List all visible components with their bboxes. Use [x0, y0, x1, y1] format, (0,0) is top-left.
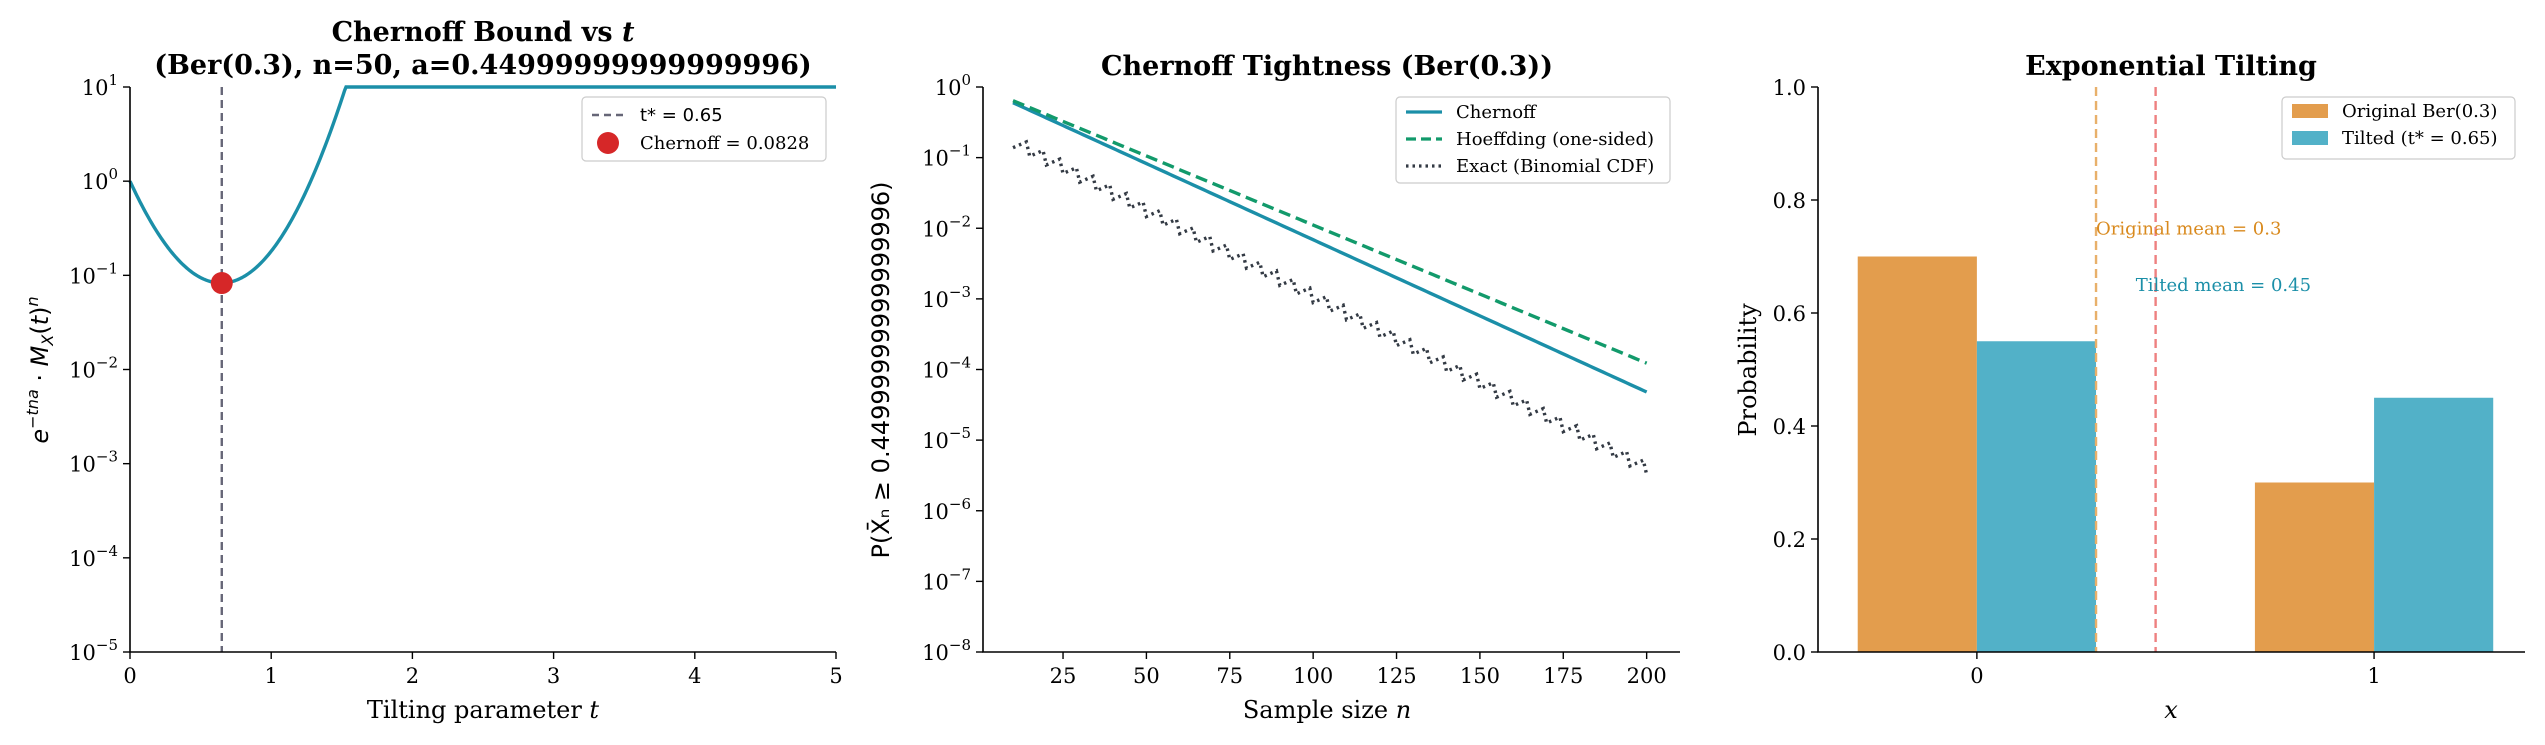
panel2-plot-area — [1012, 99, 1649, 475]
panel3-title: Exponential Tilting — [2025, 51, 2317, 82]
legend-original-swatch — [2292, 104, 2328, 118]
panel3-x-label: x — [2164, 696, 2178, 724]
y-tick-label: 101 — [82, 71, 118, 100]
panel1-y-ticks: 10−5 10−4 10−3 10−2 10−1 100 101 — [69, 71, 130, 665]
panel2-title: Chernoff Tightness (Ber(0.3)) — [1101, 51, 1553, 82]
x-tick-label: 100 — [1293, 664, 1333, 688]
x-tick-label: 2 — [406, 664, 419, 688]
y-tick-label: 10−8 — [922, 636, 971, 665]
legend-hoeffding-label: Hoeffding (one-sided) — [1456, 129, 1654, 150]
legend-point-label: Chernoff = 0.0828 — [640, 133, 809, 154]
x-tick-label: 50 — [1133, 664, 1160, 688]
panel2-x-label: Sample size n — [1243, 696, 1411, 724]
panel2-y-ticks: 10−8 10−7 10−6 10−5 10−4 10−3 10−2 10−1 100 — [922, 71, 983, 665]
x-tick-label: 75 — [1216, 664, 1243, 688]
exact-binomial-line — [1012, 139, 1649, 475]
original-bar — [2254, 482, 2375, 652]
y-tick-label: 10−6 — [922, 495, 971, 524]
legend-exact-label: Exact (Binomial CDF) — [1456, 156, 1654, 177]
panel-chernoff-bound: Chernoff Bound vs t (Ber(0.3), n=50, a=0… — [23, 17, 843, 724]
y-tick-label: 10−3 — [922, 283, 971, 312]
panel1-title-line2: (Ber(0.3), n=50, a=0.44999999999999996) — [154, 50, 811, 81]
y-tick-label: 10−5 — [69, 636, 118, 665]
x-tick-label: 1 — [2367, 664, 2380, 688]
panel1-y-label: e−tna · MX(t)n — [23, 296, 57, 443]
panel2-y-label: P(X̄ₙ ≥ 0.44999999999999996) — [866, 181, 895, 558]
chernoff-bound-curve — [128, 85, 836, 285]
legend-threshold-label: t* = 0.65 — [640, 105, 723, 126]
y-tick-label: 10−3 — [69, 448, 118, 477]
y-tick-label: 0.4 — [1773, 415, 1806, 439]
panel3-y-label: Probability — [1734, 303, 1762, 437]
y-tick-label: 0.2 — [1773, 528, 1806, 552]
panel3-legend: Original Ber(0.3) Tilted (t* = 0.65) — [2281, 96, 2516, 160]
hoeffding-line — [1012, 99, 1648, 365]
x-tick-label: 3 — [547, 664, 560, 688]
x-tick-label: 25 — [1050, 664, 1077, 688]
y-tick-label: 10−2 — [922, 212, 971, 241]
x-tick-label: 5 — [829, 664, 842, 688]
legend-original-label: Original Ber(0.3) — [2342, 101, 2497, 122]
x-tick-label: 150 — [1460, 664, 1500, 688]
legend-point-swatch — [597, 132, 619, 154]
x-tick-label: 175 — [1543, 664, 1583, 688]
y-tick-label: 10−4 — [922, 354, 971, 383]
x-tick-label: 4 — [688, 664, 701, 688]
panel1-plot-area — [128, 85, 836, 652]
tilted-bar — [2374, 397, 2494, 652]
panel-exponential-tilting: Exponential Tilting Original mean = 0.3 T… — [1734, 51, 2525, 724]
panel1-legend: t* = 0.65 Chernoff = 0.0828 — [581, 96, 827, 162]
y-tick-label: 10−7 — [922, 565, 971, 594]
original-mean-annotation: Original mean = 0.3 — [2096, 218, 2281, 239]
x-tick-label: 0 — [1970, 664, 1983, 688]
x-tick-label: 0 — [123, 664, 136, 688]
panel2-legend: Chernoff Hoeffding (one-sided) Exact (Bi… — [1395, 96, 1671, 184]
y-tick-label: 10−1 — [922, 142, 971, 171]
chernoff-line — [1012, 101, 1648, 394]
x-tick-label: 200 — [1627, 664, 1667, 688]
tilted-mean-annotation: Tilted mean = 0.45 — [2136, 275, 2311, 296]
legend-tilted-swatch — [2292, 131, 2328, 145]
panel-chernoff-tightness: Chernoff Tightness (Ber(0.3)) 25 50 75 100 1… — [866, 51, 1680, 724]
tilted-bar — [1976, 341, 2097, 652]
panel2-x-ticks: 25 50 75 100 125 150 175 200 — [1050, 652, 1667, 688]
y-tick-label: 100 — [935, 71, 971, 100]
y-tick-label: 10−5 — [922, 424, 971, 453]
y-tick-label: 10−2 — [69, 354, 118, 383]
x-tick-label: 1 — [265, 664, 278, 688]
y-tick-label: 0.6 — [1773, 302, 1806, 326]
panel1-x-label: Tilting parameter t — [367, 696, 600, 724]
panel1-spines — [129, 87, 836, 653]
y-tick-label: 1.0 — [1773, 76, 1806, 100]
y-tick-label: 100 — [82, 165, 118, 194]
chernoff-minimum-point — [210, 272, 233, 295]
y-tick-label: 10−1 — [69, 259, 118, 288]
y-tick-label: 0.8 — [1773, 189, 1806, 213]
x-tick-label: 125 — [1376, 664, 1416, 688]
y-tick-label: 10−4 — [69, 542, 118, 571]
legend-tilted-label: Tilted (t* = 0.65) — [2342, 128, 2498, 149]
panel3-y-ticks: 0.0 0.2 0.4 0.6 0.8 1.0 — [1773, 76, 1818, 665]
y-tick-label: 0.0 — [1773, 641, 1806, 665]
panel3-plot-area: Original mean = 0.3 Tilted mean = 0.45 — [1857, 87, 2494, 652]
original-bar — [1857, 256, 1977, 652]
panel1-title-line1: Chernoff Bound vs t — [332, 17, 635, 48]
panel1-x-ticks: 0 1 2 3 4 5 — [123, 652, 843, 688]
legend-chernoff-label: Chernoff — [1456, 102, 1537, 123]
